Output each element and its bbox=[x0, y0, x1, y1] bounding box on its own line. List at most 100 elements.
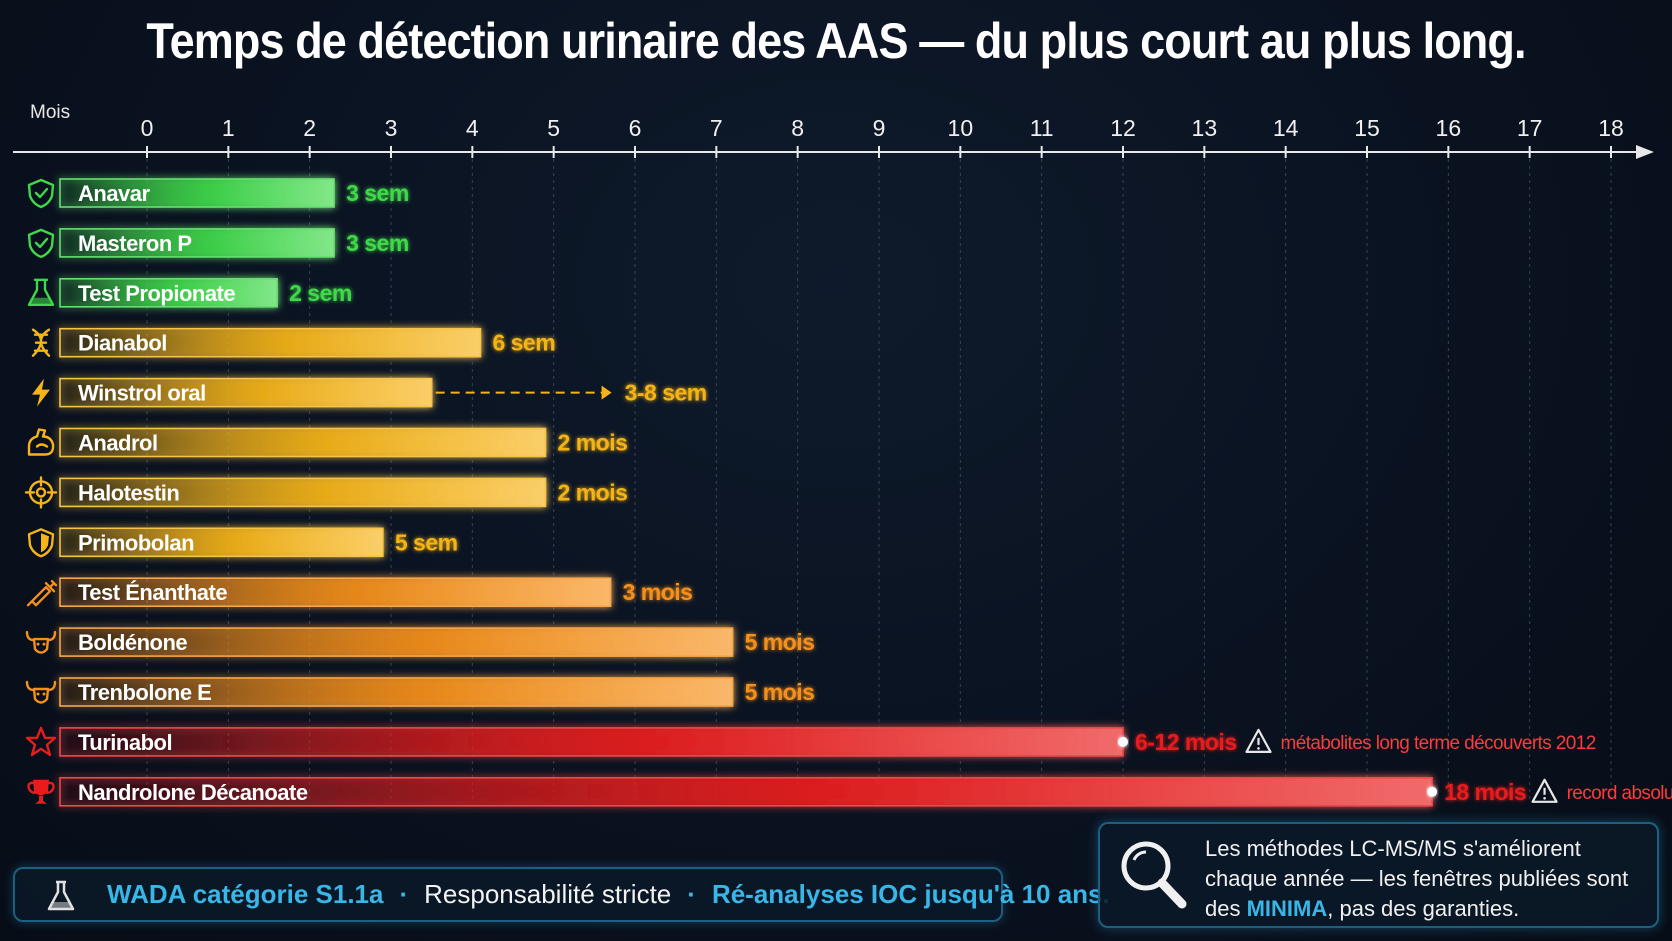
bar-row: Anavar 3 sem bbox=[27, 178, 409, 209]
bar bbox=[59, 727, 1124, 757]
bar-row: Test Propionate 2 sem bbox=[27, 277, 352, 308]
bar-category-label: Dianabol bbox=[78, 331, 167, 356]
bar-value-label: 5 mois bbox=[745, 629, 815, 655]
bar-row: Dianabol 6 sem bbox=[31, 327, 556, 358]
x-tick-label: 8 bbox=[791, 115, 804, 141]
bar-value-label: 3 mois bbox=[623, 579, 693, 605]
bar-value-label: 2 mois bbox=[558, 479, 628, 505]
method-note: Les méthodes LC-MS/MS s'améliorent chaqu… bbox=[1205, 834, 1645, 924]
bar-category-label: Anadrol bbox=[78, 431, 158, 456]
bar-category-label: Primobolan bbox=[78, 530, 194, 555]
x-tick-label: 2 bbox=[303, 115, 316, 141]
bar-row: Test Énanthate 3 mois bbox=[26, 577, 693, 608]
dna-icon bbox=[31, 328, 51, 357]
separator-dot: · bbox=[399, 879, 409, 909]
bar-category-label: Winstrol oral bbox=[78, 381, 206, 406]
bar bbox=[59, 178, 335, 208]
bar-category-label: Boldénone bbox=[78, 630, 187, 655]
note-text-start: Les méthodes LC-MS/MS s'améliorent chaqu… bbox=[1205, 836, 1629, 921]
bar-value-label: 3 sem bbox=[346, 180, 409, 206]
warning-icon bbox=[1245, 728, 1272, 754]
wada-footer-banner: WADA catégorie S1.1a · Responsabilité st… bbox=[13, 867, 1110, 922]
trophy-icon bbox=[27, 779, 55, 804]
bar-value-label: 2 sem bbox=[289, 280, 352, 306]
bar-category-label: Trenbolone E bbox=[78, 680, 211, 705]
magnifier-icon bbox=[1121, 841, 1187, 909]
chart-title: Temps de détection urinaire des AAS — du… bbox=[146, 13, 1526, 69]
bar bbox=[59, 477, 547, 508]
bar-row: Turinabol 6-12 mois métabolites long terme… bbox=[25, 726, 1596, 757]
bar bbox=[59, 527, 384, 558]
bar-value-label: 6-12 mois bbox=[1135, 729, 1237, 755]
muscle-icon bbox=[27, 428, 55, 456]
bull-icon bbox=[25, 630, 57, 654]
bar-value-label: 6 sem bbox=[492, 330, 555, 356]
bar bbox=[59, 327, 482, 358]
method-note-box: Les méthodes LC-MS/MS s'améliorent chaqu… bbox=[1098, 822, 1659, 928]
bar-row: Primobolan 5 sem bbox=[27, 527, 458, 558]
bar bbox=[59, 277, 278, 308]
x-tick-label: 4 bbox=[466, 115, 479, 141]
shield-check-icon bbox=[27, 178, 55, 209]
bar-note: record absolu bbox=[1567, 783, 1672, 804]
x-tick-label: 6 bbox=[629, 115, 642, 141]
bar bbox=[59, 228, 335, 258]
lightning-icon bbox=[32, 378, 50, 407]
target-icon bbox=[24, 476, 58, 509]
bar bbox=[59, 427, 547, 458]
bar-value-label: 5 mois bbox=[745, 679, 815, 705]
separator-dot: · bbox=[687, 879, 696, 909]
bar bbox=[59, 377, 433, 408]
x-tick-label: 18 bbox=[1598, 115, 1624, 141]
x-tick-label: 5 bbox=[547, 115, 560, 141]
shield-check-icon bbox=[27, 228, 55, 259]
star-icon bbox=[25, 726, 57, 757]
bar-row: Winstrol oral 3-8 sem bbox=[32, 377, 707, 408]
bar-category-label: Test Propionate bbox=[78, 281, 235, 306]
note-text-end: , pas des garanties. bbox=[1327, 896, 1520, 921]
x-tick-label: 14 bbox=[1273, 115, 1299, 141]
ioc-reanalysis: Ré-analyses IOC jusqu'à 10 ans. bbox=[711, 879, 1110, 909]
strict-liability: Responsabilité stricte bbox=[424, 879, 672, 909]
bar-value-label: 2 mois bbox=[558, 430, 628, 456]
bar-value-label: 3-8 sem bbox=[625, 380, 707, 406]
axis-unit-label: Mois bbox=[30, 102, 70, 123]
bar-row: Trenbolone E 5 mois bbox=[25, 677, 815, 707]
x-tick-label: 17 bbox=[1517, 115, 1543, 141]
bar-row: Nandrolone Décanoate 18 mois record absolu bbox=[27, 776, 1672, 807]
bar-row: Halotestin 2 mois bbox=[24, 476, 628, 509]
bar bbox=[59, 577, 612, 608]
x-tick-label: 1 bbox=[222, 115, 235, 141]
x-tick-label: 15 bbox=[1354, 115, 1380, 141]
warning-icon bbox=[1531, 778, 1558, 803]
bar bbox=[59, 677, 734, 707]
x-tick-label: 11 bbox=[1030, 115, 1054, 141]
bull-icon bbox=[25, 680, 57, 704]
shield-icon bbox=[27, 528, 55, 558]
x-tick-label: 16 bbox=[1436, 115, 1462, 141]
bar-note: métabolites long terme découverts 2012 bbox=[1281, 733, 1596, 754]
flask-icon bbox=[47, 880, 75, 911]
bar-row: Boldénone 5 mois bbox=[25, 627, 815, 657]
bar-value-label: 3 sem bbox=[346, 230, 409, 256]
x-tick-label: 0 bbox=[141, 115, 154, 141]
wada-category: WADA catégorie S1.1a bbox=[107, 879, 384, 909]
bar-category-label: Masteron P bbox=[78, 231, 192, 256]
bar-category-label: Anavar bbox=[78, 181, 151, 206]
x-tick-label: 7 bbox=[710, 115, 723, 141]
bar-category-label: Halotestin bbox=[78, 480, 179, 505]
bar-row: Masteron P 3 sem bbox=[27, 228, 409, 259]
bar-end-marker bbox=[1427, 786, 1438, 797]
bar bbox=[59, 776, 1433, 807]
bar-row: Anadrol 2 mois bbox=[27, 427, 628, 458]
x-tick-label: 9 bbox=[873, 115, 886, 141]
note-highlight-minima: MINIMA bbox=[1246, 896, 1328, 921]
bar-category-label: Nandrolone Décanoate bbox=[78, 780, 308, 805]
x-axis-arrow bbox=[1636, 145, 1654, 159]
bar-value-label: 18 mois bbox=[1444, 779, 1526, 805]
x-tick-label: 12 bbox=[1110, 115, 1136, 141]
bar-category-label: Test Énanthate bbox=[78, 580, 227, 605]
bar-end-marker bbox=[1118, 736, 1128, 747]
bar-value-label: 5 sem bbox=[395, 529, 458, 555]
x-tick-label: 3 bbox=[385, 115, 398, 141]
